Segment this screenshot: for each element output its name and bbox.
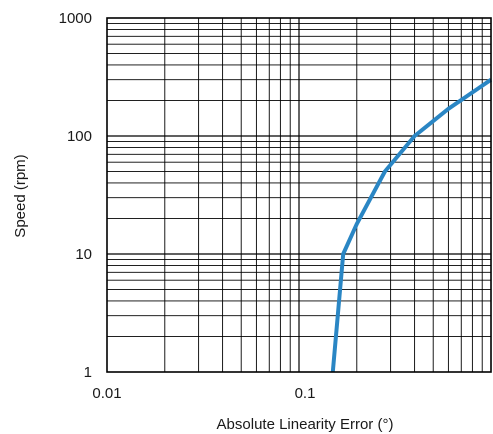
x-axis-label: Absolute Linearity Error (°) [217,416,394,433]
grid-lines [107,18,491,372]
series-line-0 [330,78,493,373]
y-tick-1000: 1000 [59,10,92,27]
series-layer [330,78,493,373]
x-tick-0.01: 0.01 [92,385,121,402]
y-tick-10: 10 [75,246,92,263]
x-tick-labels: 0.01 0.1 [92,385,315,402]
x-tick-0.1: 0.1 [295,385,316,402]
y-axis-label: Speed (rpm) [12,154,29,237]
y-tick-labels: 1000 100 10 1 [59,10,92,381]
plot-frame [106,17,492,373]
y-tick-1: 1 [84,364,92,381]
y-tick-100: 100 [67,128,92,145]
